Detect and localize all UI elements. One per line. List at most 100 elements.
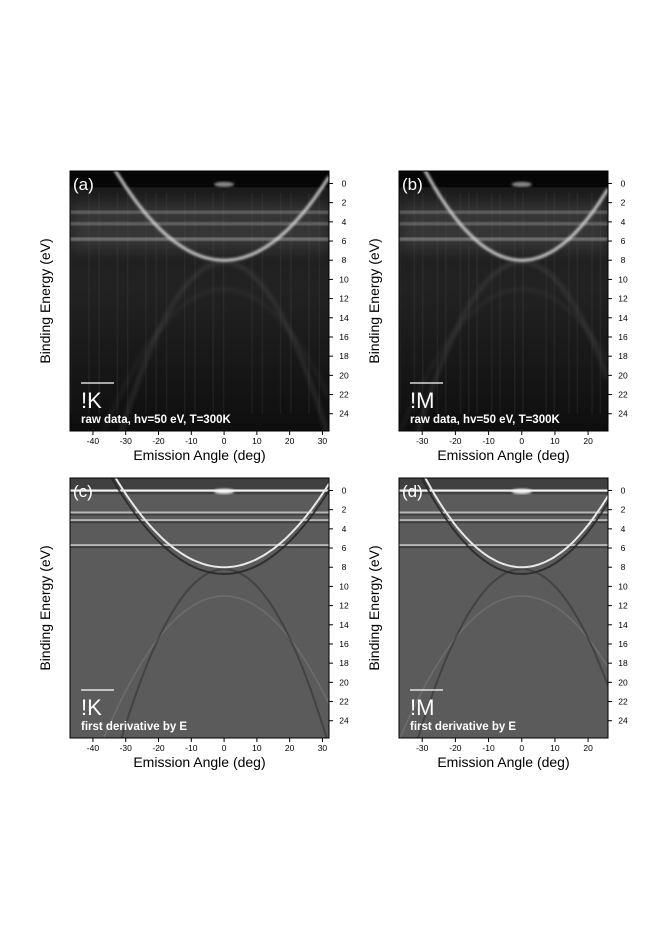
y-tick-label: 6 xyxy=(342,236,347,246)
x-tick-label: -10 xyxy=(185,436,198,446)
x-tick-label: -30 xyxy=(120,743,133,753)
x-tick-label: 30 xyxy=(318,743,328,753)
spectrum-image xyxy=(70,478,329,738)
x-tick-label: 0 xyxy=(222,436,227,446)
x-axis-label: Emission Angle (deg) xyxy=(133,447,265,463)
y-axis-label: Binding Energy (eV) xyxy=(37,545,53,670)
y-tick-label: 24 xyxy=(618,716,628,726)
x-tick-label: -20 xyxy=(449,436,462,446)
y-tick-label: 22 xyxy=(618,697,628,707)
y-tick-label: 18 xyxy=(618,658,628,668)
x-tick-label: 0 xyxy=(519,743,524,753)
y-tick-label: 22 xyxy=(339,697,349,707)
y-tick-label: 18 xyxy=(339,351,349,361)
y-tick-label: 20 xyxy=(618,677,628,687)
y-tick-label: 16 xyxy=(618,639,628,649)
y-tick-label: 2 xyxy=(342,505,347,515)
plot-frame xyxy=(69,477,330,739)
y-tick-label: 4 xyxy=(342,217,347,227)
x-tick-label: -30 xyxy=(416,436,429,446)
panel-d: -30 -20 -10 0 10 20024681012141618202224Emiss… xyxy=(366,477,628,770)
panel-label: (c) xyxy=(73,482,93,501)
x-tick-label: 0 xyxy=(222,743,227,753)
y-tick-label: 20 xyxy=(618,370,628,380)
y-tick-label: 14 xyxy=(339,620,349,630)
y-tick-label: 8 xyxy=(621,255,626,265)
spectrum-image xyxy=(399,171,608,431)
panel-note: raw data, hv=50 eV, T=300K xyxy=(81,414,231,426)
y-tick-label: 8 xyxy=(621,562,626,572)
y-tick-label: 20 xyxy=(339,677,349,687)
y-tick-label: 12 xyxy=(339,294,349,304)
y-tick-label: 4 xyxy=(621,524,626,534)
y-tick-label: 14 xyxy=(339,313,349,323)
y-tick-label: 10 xyxy=(618,581,628,591)
y-tick-label: 20 xyxy=(339,370,349,380)
x-tick-label: 20 xyxy=(583,436,593,446)
y-tick-label: 8 xyxy=(342,562,347,572)
y-tick-label: 18 xyxy=(618,351,628,361)
y-tick-label: 10 xyxy=(339,581,349,591)
y-tick-label: 4 xyxy=(621,217,626,227)
y-tick-label: 10 xyxy=(618,274,628,284)
y-tick-label: 12 xyxy=(618,294,628,304)
y-tick-label: 18 xyxy=(339,658,349,668)
x-axis-label: Emission Angle (deg) xyxy=(437,447,569,463)
panel-label: (a) xyxy=(73,175,94,194)
x-axis-label: Emission Angle (deg) xyxy=(437,754,569,770)
panel-note: raw data, hv=50 eV, T=300K xyxy=(410,414,560,426)
x-tick-label: -40 xyxy=(87,436,100,446)
panel-label: (b) xyxy=(402,175,423,194)
y-tick-label: 6 xyxy=(342,543,347,553)
direction-label: !M xyxy=(410,388,434,413)
x-tick-label: 20 xyxy=(583,743,593,753)
y-tick-label: 0 xyxy=(342,178,347,188)
x-tick-label: 10 xyxy=(252,436,262,446)
y-tick-label: 2 xyxy=(621,198,626,208)
spectrum-image xyxy=(399,478,608,738)
direction-label: !K xyxy=(81,388,102,413)
y-tick-label: 12 xyxy=(618,601,628,611)
panel-b: -30 -20 -10 0 10 20024681012141618202224Emiss… xyxy=(366,170,628,463)
y-tick-label: 4 xyxy=(342,524,347,534)
y-tick-label: 16 xyxy=(339,639,349,649)
y-tick-label: 22 xyxy=(339,390,349,400)
plot-frame xyxy=(398,170,609,432)
y-tick-label: 22 xyxy=(618,390,628,400)
y-tick-label: 2 xyxy=(621,505,626,515)
x-tick-label: 20 xyxy=(285,436,295,446)
panel-a: -40 -30 -20 -10 0 10 20 30024681012141618202224… xyxy=(37,170,349,463)
y-tick-label: 16 xyxy=(618,332,628,342)
x-tick-label: 10 xyxy=(550,436,560,446)
panel-note: first derivative by E xyxy=(410,721,516,733)
x-tick-label: -10 xyxy=(185,743,198,753)
y-tick-label: 24 xyxy=(618,409,628,419)
x-tick-label: -10 xyxy=(482,436,495,446)
x-tick-label: 20 xyxy=(285,743,295,753)
y-tick-label: 6 xyxy=(621,543,626,553)
x-tick-label: -20 xyxy=(152,743,165,753)
x-axis-label: Emission Angle (deg) xyxy=(133,754,265,770)
panel-c: -40 -30 -20 -10 0 10 20 30024681012141618202224… xyxy=(37,477,349,770)
y-tick-label: 6 xyxy=(621,236,626,246)
panel-label: (d) xyxy=(402,482,423,501)
panel-note: first derivative by E xyxy=(81,721,187,733)
y-tick-label: 0 xyxy=(621,178,626,188)
x-tick-label: -40 xyxy=(87,743,100,753)
y-axis-label: Binding Energy (eV) xyxy=(366,545,382,670)
y-axis-label: Binding Energy (eV) xyxy=(37,238,53,363)
x-tick-label: -30 xyxy=(120,436,133,446)
y-tick-label: 0 xyxy=(342,485,347,495)
y-tick-label: 12 xyxy=(339,601,349,611)
direction-label: !M xyxy=(410,695,434,720)
y-tick-label: 2 xyxy=(342,198,347,208)
y-tick-label: 0 xyxy=(621,485,626,495)
y-tick-label: 16 xyxy=(339,332,349,342)
x-tick-label: -10 xyxy=(482,743,495,753)
x-tick-label: -20 xyxy=(449,743,462,753)
x-tick-label: 30 xyxy=(318,436,328,446)
y-tick-label: 10 xyxy=(339,274,349,284)
spectrum-image xyxy=(70,171,329,431)
y-tick-label: 14 xyxy=(618,620,628,630)
